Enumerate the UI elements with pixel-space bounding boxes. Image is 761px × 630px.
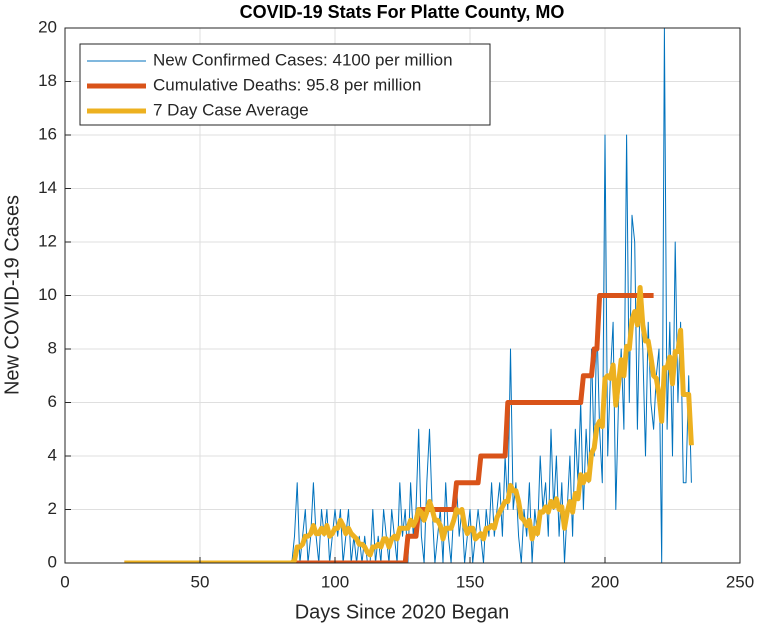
ticks: 0 50 100 150 200 250 0 2 4 6 8 10 12 14 16 18 20 — [38, 17, 754, 591]
x-tick-label: 100 — [321, 572, 349, 591]
y-tick-label: 10 — [38, 285, 57, 304]
y-tick-label: 20 — [38, 17, 57, 36]
x-tick-label: 250 — [726, 572, 754, 591]
y-tick-label: 0 — [48, 552, 57, 571]
lines — [124, 28, 694, 563]
y-tick-label: 14 — [38, 178, 57, 197]
x-tick-label: 50 — [191, 572, 210, 591]
y-tick-label: 6 — [48, 392, 57, 411]
x-tick-label: 200 — [591, 572, 619, 591]
y-axis-label: New COVID-19 Cases — [1, 195, 23, 395]
series-line — [124, 284, 694, 563]
x-tick-label: 0 — [60, 572, 69, 591]
x-tick-label: 150 — [456, 572, 484, 591]
legend: New Confirmed Cases: 4100 per million Cum… — [79, 43, 491, 126]
legend-label: Cumulative Deaths: 95.8 per million — [153, 75, 421, 94]
legend-box — [79, 43, 491, 126]
y-tick-label: 12 — [38, 231, 57, 250]
y-tick-label: 2 — [48, 499, 57, 518]
y-tick-label: 8 — [48, 338, 57, 357]
chart-title: COVID-19 Stats For Platte County, MO — [240, 2, 565, 22]
series-line — [124, 293, 654, 563]
y-tick-label: 18 — [38, 71, 57, 90]
legend-label: 7 Day Case Average — [153, 100, 309, 119]
y-tick-label: 4 — [48, 445, 57, 464]
y-tick-label: 16 — [38, 124, 57, 143]
legend-label: New Confirmed Cases: 4100 per million — [153, 50, 453, 69]
x-axis-label: Days Since 2020 Began — [295, 601, 510, 623]
